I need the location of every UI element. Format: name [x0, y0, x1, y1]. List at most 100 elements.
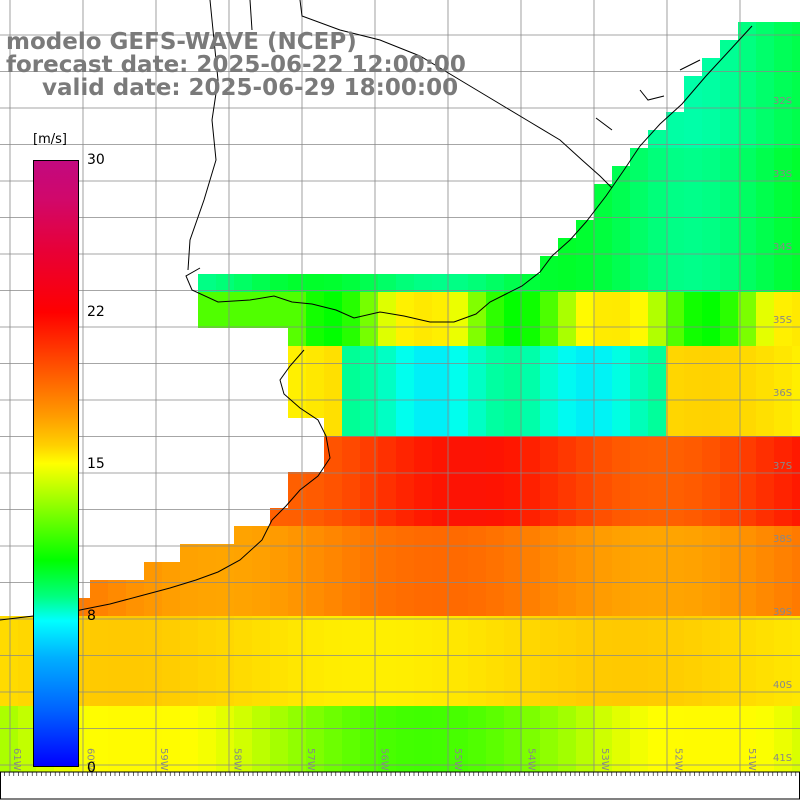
wind-cell: [648, 670, 666, 688]
wind-cell: [576, 472, 594, 490]
wind-cell: [396, 382, 414, 400]
lon-label: 58W: [232, 748, 243, 771]
wind-cell: [666, 346, 684, 364]
wind-cell: [792, 508, 800, 526]
wind-cell: [486, 634, 504, 652]
wind-cell: [342, 364, 360, 382]
wind-cell: [342, 580, 360, 598]
wind-cell: [432, 670, 450, 688]
wind-cell: [702, 130, 720, 148]
wind-cell: [432, 328, 450, 346]
wind-cell: [738, 580, 756, 598]
wind-cell: [756, 40, 774, 58]
wind-cell: [702, 508, 720, 526]
wind-cell: [540, 598, 558, 616]
wind-cell: [792, 400, 800, 418]
wind-cell: [522, 598, 540, 616]
wind-cell: [720, 670, 738, 688]
wind-cell: [360, 670, 378, 688]
wind-cell: [684, 220, 702, 238]
wind-cell: [432, 508, 450, 526]
wind-cell: [504, 526, 522, 544]
wind-cell: [360, 472, 378, 490]
wind-cell: [162, 688, 180, 706]
wind-cell: [504, 562, 522, 580]
wind-cell: [414, 454, 432, 472]
wind-cell: [630, 706, 648, 724]
wind-cell: [450, 742, 468, 760]
wind-cell: [324, 328, 342, 346]
wind-cell: [180, 562, 198, 580]
wind-cell: [108, 652, 126, 670]
wind-cell: [756, 634, 774, 652]
wind-cell: [270, 274, 288, 292]
wind-cell: [756, 508, 774, 526]
wind-cell: [252, 598, 270, 616]
wind-cell: [270, 670, 288, 688]
wind-cell: [522, 580, 540, 598]
wind-cell: [630, 346, 648, 364]
wind-cell: [90, 598, 108, 616]
wind-cell: [756, 454, 774, 472]
wind-cell: [198, 292, 216, 310]
wind-cell: [342, 418, 360, 436]
wind-cell: [396, 526, 414, 544]
wind-cell: [666, 508, 684, 526]
wind-cell: [648, 706, 666, 724]
wind-cell: [702, 310, 720, 328]
wind-cell: [576, 670, 594, 688]
wind-cell: [504, 472, 522, 490]
lon-label: 54W: [526, 748, 537, 771]
wind-cell: [342, 346, 360, 364]
wind-cell: [360, 436, 378, 454]
wind-cell: [504, 436, 522, 454]
wind-cell: [576, 454, 594, 472]
wind-cell: [540, 400, 558, 418]
wind-cell: [576, 256, 594, 274]
wind-cell: [324, 346, 342, 364]
wind-cell: [792, 670, 800, 688]
wind-cell: [450, 688, 468, 706]
wind-cell: [684, 490, 702, 508]
wind-cell: [576, 580, 594, 598]
wind-cell: [288, 652, 306, 670]
wind-cell: [720, 580, 738, 598]
wind-cell: [504, 418, 522, 436]
wind-cell: [288, 742, 306, 760]
wind-cell: [576, 616, 594, 634]
wind-cell: [612, 616, 630, 634]
wind-cell: [540, 742, 558, 760]
wind-cell: [288, 310, 306, 328]
wind-cell: [108, 724, 126, 742]
colorbar-tick-22: 22: [87, 304, 105, 320]
wind-cell: [504, 706, 522, 724]
wind-cell: [396, 490, 414, 508]
wind-cell: [702, 112, 720, 130]
wind-cell: [288, 544, 306, 562]
wind-cell: [18, 634, 36, 652]
wind-cell: [270, 634, 288, 652]
lon-label: 53W: [599, 748, 610, 771]
wind-cell: [684, 436, 702, 454]
forecast-date: forecast date: 2025-06-22 12:00:00: [6, 52, 466, 78]
wind-cell: [666, 742, 684, 760]
wind-cell: [702, 184, 720, 202]
wind-cell: [702, 436, 720, 454]
wind-cell: [522, 670, 540, 688]
wind-cell: [288, 274, 306, 292]
wind-cell: [648, 472, 666, 490]
wind-cell: [594, 184, 612, 202]
wind-cell: [720, 166, 738, 184]
wind-cell: [702, 238, 720, 256]
lon-label: 52W: [673, 748, 684, 771]
wind-cell: [414, 670, 432, 688]
wind-cell: [792, 454, 800, 472]
wind-cell: [792, 436, 800, 454]
wind-cell: [774, 112, 792, 130]
wind-cell: [774, 382, 792, 400]
lat-label: 33S: [773, 169, 792, 180]
wind-cell: [702, 706, 720, 724]
wind-cell: [684, 382, 702, 400]
wind-cell: [666, 562, 684, 580]
wind-cell: [594, 454, 612, 472]
